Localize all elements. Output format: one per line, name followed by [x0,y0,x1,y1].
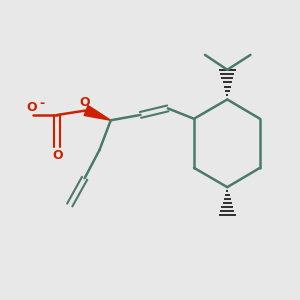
Polygon shape [84,106,111,120]
Text: O: O [27,101,37,114]
Text: O: O [52,149,63,162]
Text: O: O [79,96,90,109]
Text: -: - [40,97,45,110]
